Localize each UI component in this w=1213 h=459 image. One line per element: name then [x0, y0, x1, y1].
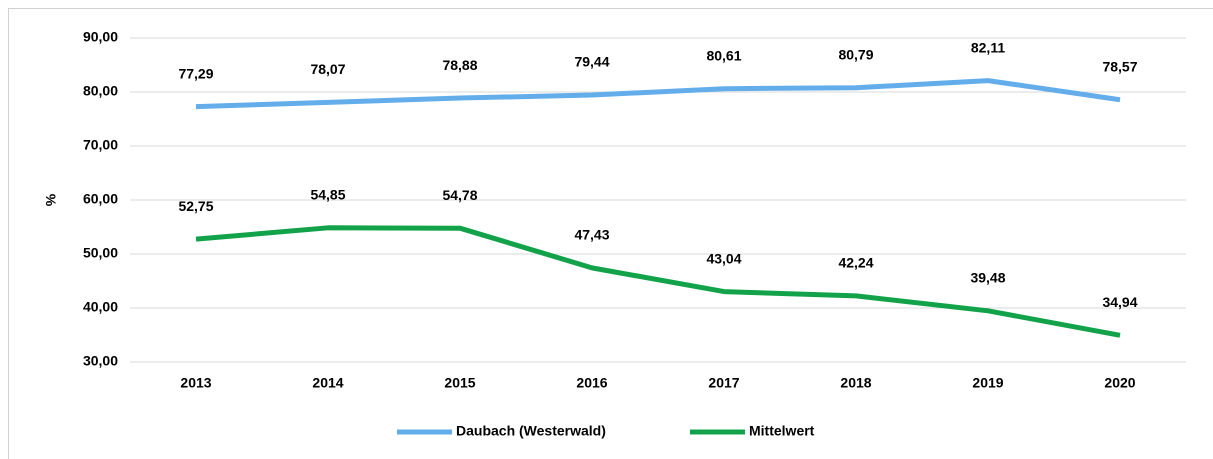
legend-label: Daubach (Westerwald) — [456, 423, 606, 439]
data-label: 78,88 — [442, 57, 477, 73]
legend-label: Mittelwert — [749, 423, 815, 439]
y-tick-label: 70,00 — [83, 137, 118, 153]
y-tick-label: 90,00 — [83, 29, 118, 45]
x-tick-label: 2018 — [840, 375, 871, 391]
x-tick-label: 2020 — [1104, 375, 1135, 391]
data-label: 43,04 — [706, 250, 741, 266]
data-label: 42,24 — [838, 255, 873, 271]
data-label: 54,78 — [442, 187, 477, 203]
series-line — [195, 225, 1121, 338]
x-tick-label: 2017 — [708, 375, 739, 391]
data-label: 78,57 — [1102, 58, 1137, 74]
x-tick-label: 2013 — [180, 375, 211, 391]
y-tick-label: 50,00 — [83, 245, 118, 261]
data-label: 39,48 — [970, 270, 1005, 286]
x-tick-label: 2019 — [972, 375, 1003, 391]
data-label: 80,61 — [706, 47, 741, 63]
data-label: 79,44 — [574, 54, 609, 70]
y-tick-label: 30,00 — [83, 353, 118, 369]
series-line — [195, 78, 1121, 110]
x-tick-label: 2014 — [312, 375, 343, 391]
y-axis-label: % — [43, 193, 59, 206]
data-label: 82,11 — [971, 39, 1005, 55]
data-label: 54,85 — [310, 187, 345, 203]
x-tick-label: 2016 — [576, 375, 607, 391]
chart-border — [8, 8, 1213, 459]
y-tick-label: 60,00 — [83, 191, 118, 207]
data-label: 80,79 — [838, 46, 873, 62]
data-label: 47,43 — [574, 227, 609, 243]
data-label: 52,75 — [178, 198, 213, 214]
x-tick-label: 2015 — [444, 375, 475, 391]
y-tick-label: 40,00 — [83, 299, 118, 315]
data-label: 78,07 — [310, 61, 345, 77]
data-label: 34,94 — [1102, 294, 1137, 310]
data-label: 77,29 — [178, 65, 213, 81]
y-tick-label: 80,00 — [83, 83, 118, 99]
